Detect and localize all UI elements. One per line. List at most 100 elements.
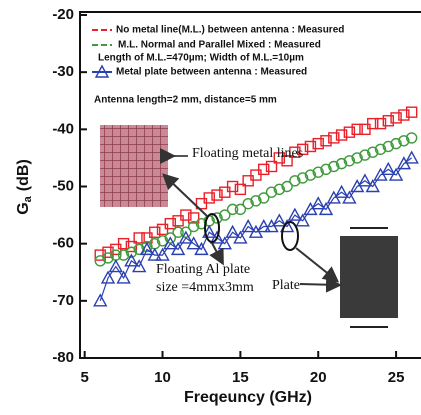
y-tick-label: -70: [52, 292, 74, 309]
circle-marker: [226, 203, 239, 216]
square-marker: [117, 237, 130, 250]
triangle-marker: [334, 184, 349, 198]
circle-marker: [367, 146, 379, 158]
triangle-marker: [100, 270, 116, 284]
square-marker: [149, 226, 161, 238]
circle-marker: [141, 240, 153, 253]
square-marker: [258, 163, 270, 176]
callout-ellipse: [204, 213, 220, 243]
circle-marker: [374, 143, 387, 156]
square-marker: [250, 169, 262, 181]
triangle-marker: [217, 236, 232, 250]
triangle-marker: [178, 230, 194, 244]
square-marker: [320, 135, 332, 147]
circle-marker: [211, 212, 223, 224]
triangle-marker: [124, 253, 139, 267]
square-marker: [343, 126, 356, 138]
legend-label: No metal line(M.L.) between antenna : Me…: [116, 25, 344, 36]
circle-marker: [273, 183, 286, 196]
circle-marker: [234, 203, 247, 216]
plot-frame: [79, 11, 421, 359]
square-marker: [187, 212, 200, 224]
square-marker: [390, 112, 402, 124]
square-marker: [102, 246, 114, 258]
circle-marker: [219, 209, 231, 221]
circle-marker: [398, 135, 410, 147]
circle-marker: [172, 226, 184, 238]
square-marker: [125, 240, 138, 253]
y-tick-label: -30: [52, 63, 74, 80]
y-tick-label: -40: [52, 120, 74, 137]
square-marker: [265, 160, 278, 173]
square-marker: [203, 192, 215, 204]
triangle-marker: [311, 196, 326, 210]
annotation: Plate: [272, 278, 300, 293]
square-marker: [281, 155, 293, 167]
triangle-marker: [233, 230, 248, 244]
annotation: Floating metal lines: [192, 146, 303, 161]
y-label-main: G: [15, 202, 32, 214]
triangle-marker: [388, 167, 404, 181]
triangle-marker: [170, 241, 186, 256]
arrow: [299, 276, 342, 293]
square-marker: [335, 129, 348, 141]
annotation: Length of M.L.=470µm; Width of M.L.=10µm: [98, 53, 304, 64]
circle-marker: [281, 180, 293, 193]
annotation: Floating Al plate: [156, 262, 250, 277]
circle-marker: [328, 160, 340, 173]
triangle-marker: [256, 219, 271, 233]
square-marker: [226, 180, 239, 193]
square-marker: [398, 109, 410, 121]
square-marker: [234, 183, 247, 196]
square-marker: [172, 215, 184, 227]
square-marker: [382, 115, 395, 127]
square-marker: [195, 197, 208, 210]
square-marker: [351, 123, 363, 136]
triangle-marker: [131, 259, 147, 273]
circle-marker: [125, 246, 138, 258]
circle-marker: [359, 149, 371, 161]
arrow: [209, 242, 224, 266]
circle-marker: [304, 169, 317, 181]
square-marker: [242, 175, 254, 187]
square-marker: [312, 137, 324, 150]
triangle-marker: [365, 179, 380, 193]
triangle-marker: [108, 259, 123, 273]
triangle-marker: [93, 293, 108, 307]
triangle-marker: [209, 230, 225, 244]
x-tick-label: 20: [310, 369, 327, 386]
square-marker: [405, 106, 418, 118]
circle-marker: [296, 172, 309, 184]
square-marker: [367, 117, 379, 130]
triangle-marker: [287, 207, 303, 221]
y-tick-label: -80: [52, 349, 74, 366]
square-marker: [164, 217, 177, 230]
circle-marker: [343, 155, 356, 167]
square-marker: [296, 143, 309, 156]
triangle-marker: [295, 213, 310, 227]
square-marker: [359, 123, 371, 136]
circle-marker: [265, 186, 278, 198]
x-tick-label: 10: [154, 369, 171, 386]
annotation: Antenna length=2 mm, distance=5 mm: [94, 95, 277, 106]
circle-marker: [242, 197, 254, 210]
circle-marker: [156, 235, 169, 247]
square-marker: [180, 209, 192, 221]
square-marker: [304, 140, 317, 153]
circle-marker: [195, 217, 208, 230]
metal-lines-inset: [100, 125, 168, 207]
plate-inset: [340, 236, 398, 318]
circle-marker: [289, 175, 301, 187]
triangle-marker: [240, 219, 256, 233]
triangle-marker: [116, 270, 131, 284]
triangle-marker: [139, 241, 155, 256]
callout-ellipse: [281, 221, 299, 251]
y-tick-label: -50: [52, 177, 74, 194]
circle-marker: [117, 249, 130, 261]
arrow: [162, 173, 208, 217]
circle-marker: [390, 137, 402, 150]
circle-marker: [102, 252, 114, 264]
square-marker: [94, 249, 106, 261]
square-marker: [133, 232, 145, 244]
circle-marker: [405, 132, 418, 144]
